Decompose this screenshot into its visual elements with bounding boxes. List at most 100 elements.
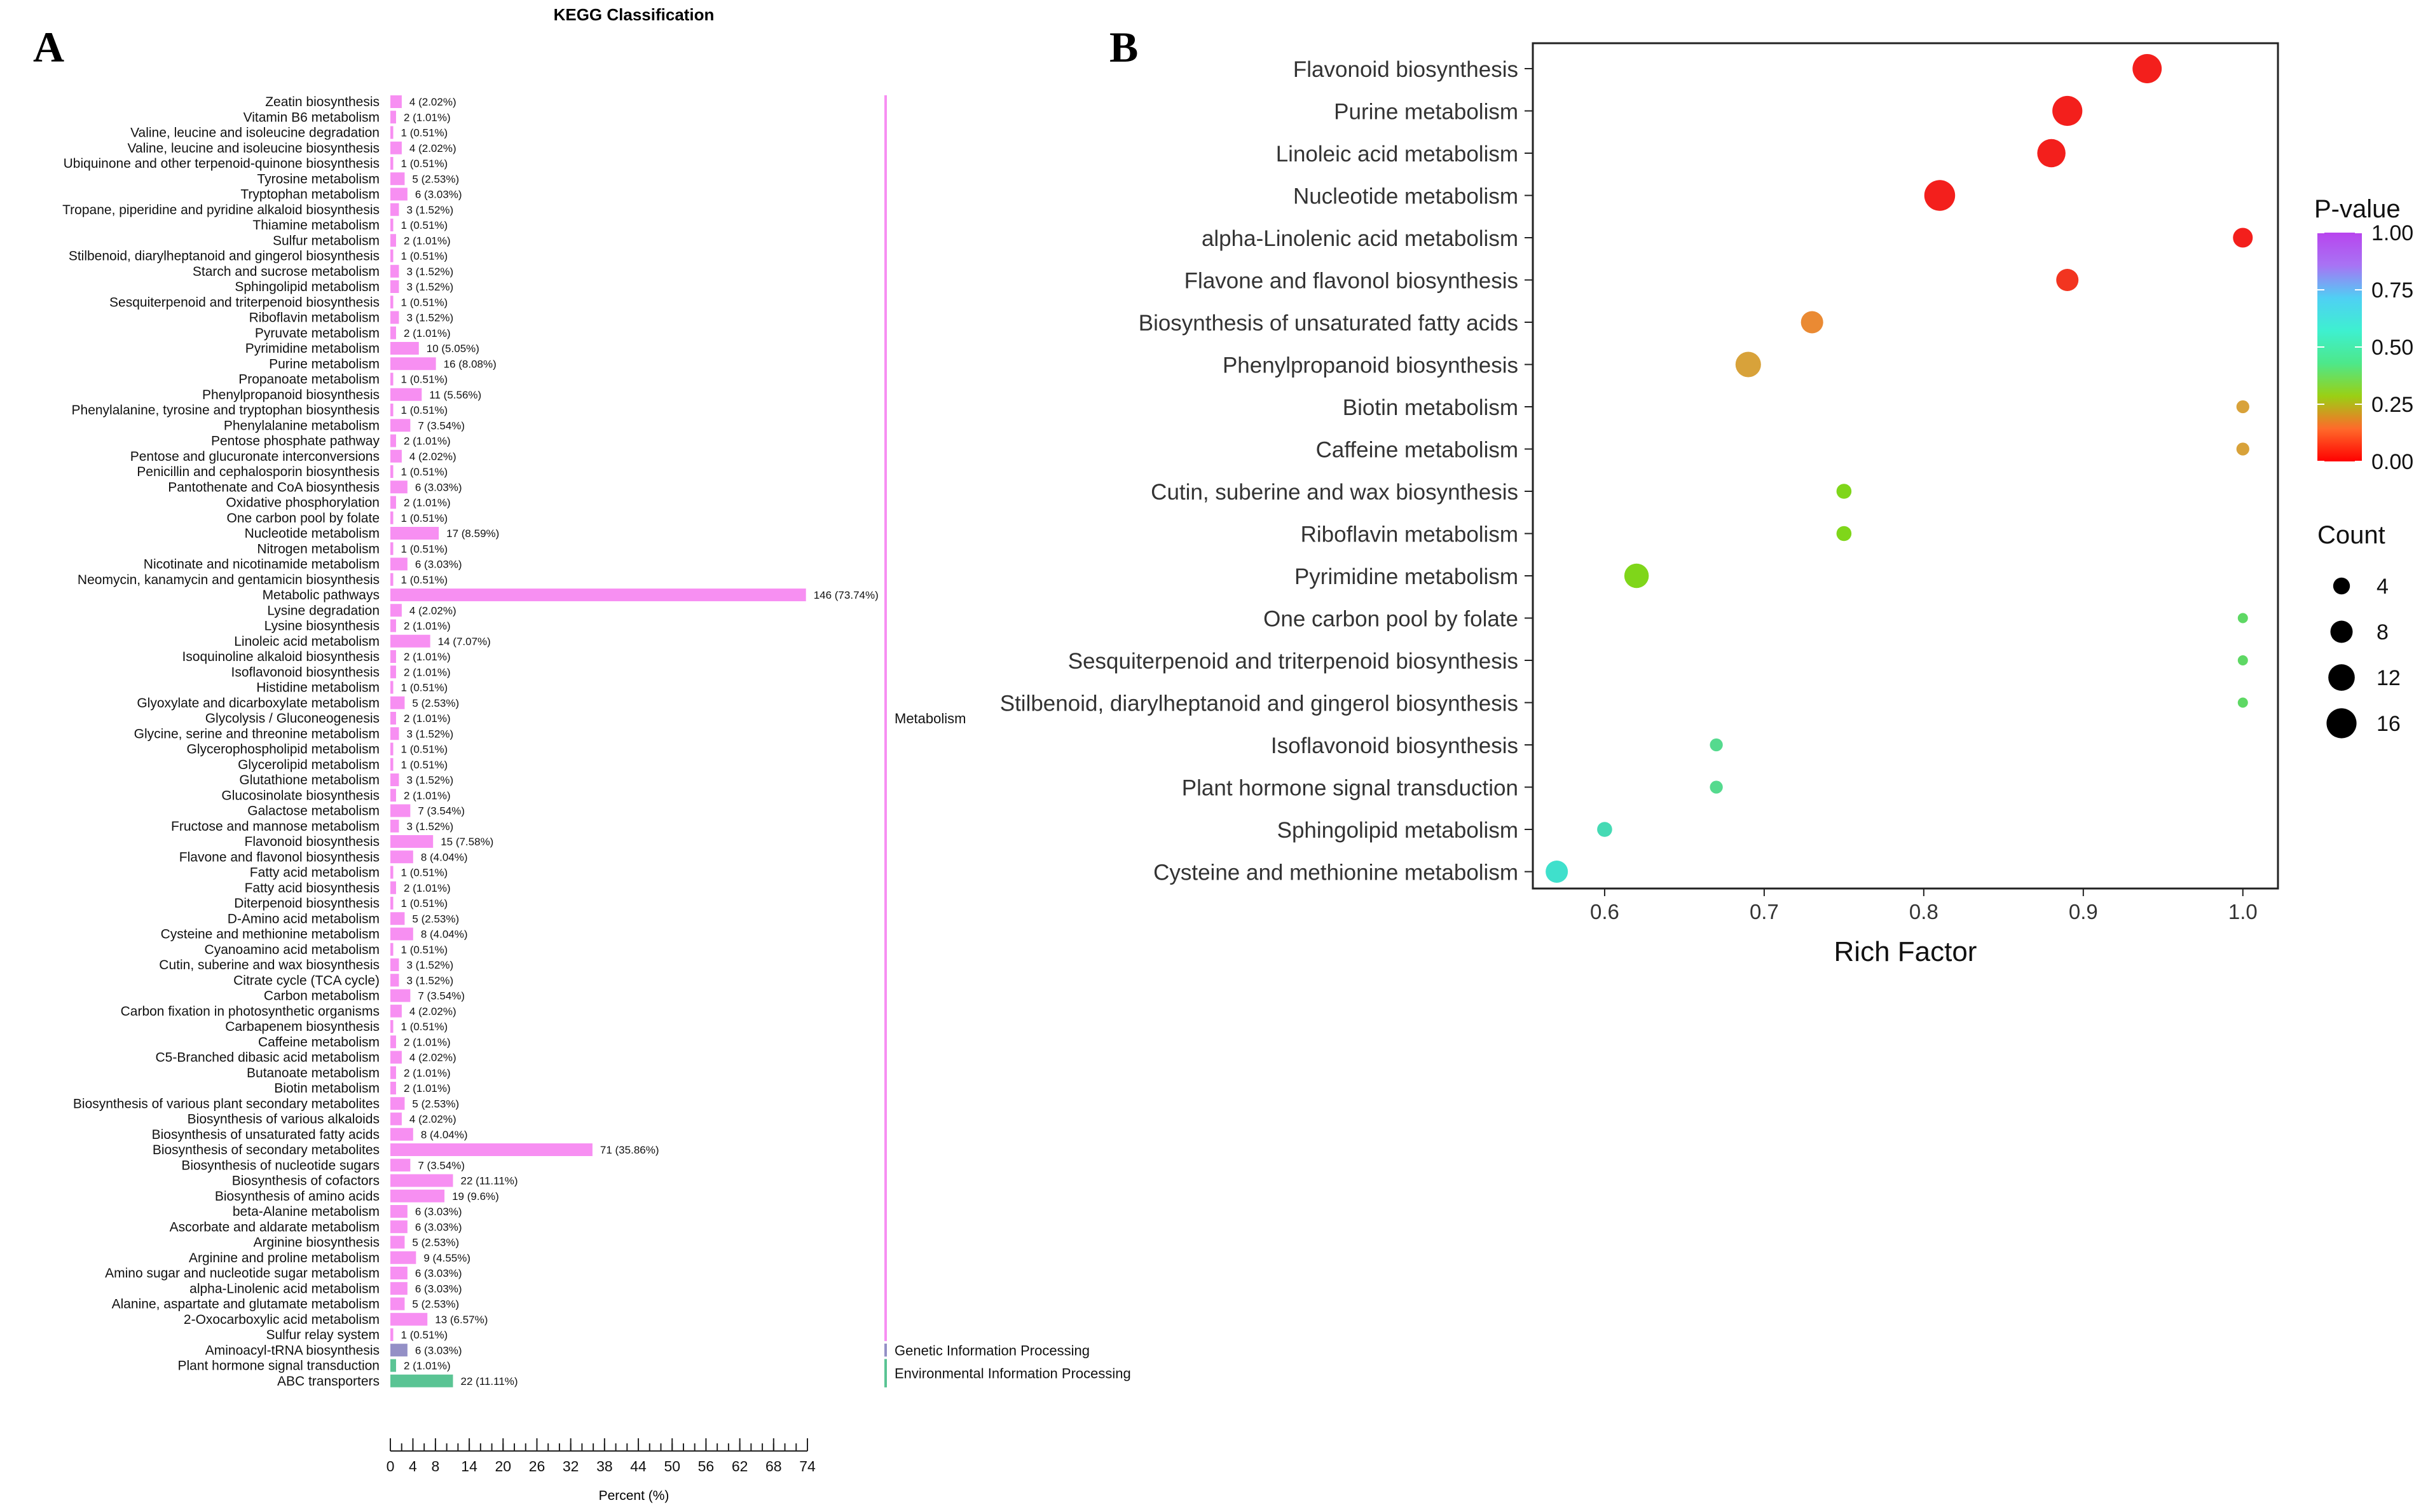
bar-value-label: 3 (1.52%) [406,728,453,740]
x-tick-label: 26 [529,1458,545,1475]
point [1800,311,1823,334]
bar-value-label: 5 (2.53%) [412,913,459,925]
point [1735,351,1761,378]
bar [390,1097,405,1110]
category-label: Linoleic acid metabolism [234,634,380,649]
bar [390,943,394,956]
bar [390,449,402,463]
count-legend-label: 4 [2377,575,2389,599]
bar [390,604,402,617]
bar [390,542,394,555]
y-tick-label: Cysteine and methionine metabolism [1153,861,1518,885]
bar-value-label: 3 (1.52%) [406,774,453,786]
plot-area [1532,42,2279,890]
category-label: Biosynthesis of cofactors [232,1174,380,1188]
point [1710,738,1723,752]
bar-value-label: 6 (3.03%) [415,1283,462,1295]
x-tick-label: 44 [630,1458,647,1475]
category-label: Biosynthesis of nucleotide sugars [181,1158,380,1173]
y-tick-label: Pyrimidine metabolism [1294,564,1518,589]
bar [390,342,419,355]
p-value-legend: P-value 0.00 0.25 0.50 0.75 1.00 [2314,195,2413,474]
x-tick-label: 0.7 [1750,900,1779,923]
bar [390,1066,396,1079]
point [2237,613,2248,623]
bar-value-label: 3 (1.52%) [406,266,453,278]
bar-value-label: 5 (2.53%) [412,1237,459,1249]
category-label: Lysine degradation [267,603,380,618]
x-tick-label: 74 [799,1458,816,1475]
bar [390,897,394,909]
point [1836,526,1852,541]
category-label: Nicotinate and nicotinamide metabolism [144,557,380,572]
group-label: Environmental Information Processing [895,1366,1131,1382]
count-legend-dot [2326,708,2357,739]
bar [390,881,396,894]
bar-value-label: 2 (1.01%) [404,712,451,725]
y-tick-label: Sphingolipid metabolism [1277,818,1518,843]
bar-value-label: 6 (3.03%) [415,1221,462,1233]
point [1597,822,1612,837]
category-label: Biosynthesis of various plant secondary … [73,1096,380,1111]
category-label: Diterpenoid biosynthesis [234,896,380,911]
category-label: Citrate cycle (TCA cycle) [233,973,380,988]
category-label: Biosynthesis of secondary metabolites [153,1143,380,1157]
category-label: ABC transporters [277,1374,380,1389]
bar-value-label: 8 (4.04%) [421,851,468,863]
category-label: Fatty acid metabolism [250,866,380,880]
bar [390,773,399,786]
category-label: alpha-Linolenic acid metabolism [189,1281,380,1296]
bar [390,1236,405,1249]
category-label: Alanine, aspartate and glutamate metabol… [112,1297,380,1312]
x-tick-label: 38 [596,1458,613,1475]
bar-value-label: 2 (1.01%) [404,1360,451,1372]
category-label: Fatty acid biosynthesis [245,881,380,896]
bar [390,1189,445,1202]
colorbar-tick-label: 0.25 [2371,393,2413,417]
bar-value-label: 3 (1.52%) [406,974,453,986]
bar-value-label: 16 (8.08%) [444,358,497,370]
bar [390,187,408,201]
bar-value-label: 71 (35.86%) [600,1144,659,1156]
point [1710,780,1723,794]
bar [390,1297,405,1311]
category-label: Plant hormone signal transduction [177,1359,380,1373]
point [2236,400,2249,414]
bar [390,1004,402,1018]
count-legend-label: 12 [2377,666,2401,690]
bar-value-label: 5 (2.53%) [412,1298,459,1311]
bar [390,1143,593,1156]
bar-value-label: 8 (4.04%) [421,929,468,941]
bar [390,681,394,694]
bar-value-label: 3 (1.52%) [406,204,453,216]
bar [390,958,399,971]
y-tick-label: Biotin metabolism [1343,395,1518,420]
x-axis-title: Rich Factor [1834,936,1977,967]
bar-value-label: 2 (1.01%) [404,789,451,801]
y-tick-label: alpha-Linolenic acid metabolism [1202,226,1518,251]
y-tick-label: Caffeine metabolism [1316,438,1518,463]
category-label: Sesquiterpenoid and triterpenoid biosynt… [109,295,380,310]
category-label: Penicillin and cephalosporin biosynthesi… [137,465,380,479]
category-label: beta-Alanine metabolism [233,1204,380,1219]
point [2237,655,2248,665]
category-label: Pantothenate and CoA biosynthesis [168,480,380,494]
category-label: Purine metabolism [269,357,380,371]
bar-value-label: 15 (7.58%) [441,836,493,848]
bar-value-label: 1 (0.51%) [401,944,448,956]
category-label: Tryptophan metabolism [240,187,380,202]
point [2233,228,2253,248]
bar-value-label: 5 (2.53%) [412,173,459,185]
x-tick-label: 0.6 [1590,900,1619,923]
bar [390,419,411,432]
bar-value-label: 2 (1.01%) [404,666,451,678]
bar-value-label: 4 (2.02%) [409,1114,456,1126]
bar-value-label: 4 (2.02%) [409,142,456,154]
bar-value-label: 7 (3.54%) [418,805,465,817]
bar [390,789,396,802]
bar-value-label: 1 (0.51%) [401,543,448,555]
point [2132,54,2162,83]
bar [390,141,402,154]
category-label: Lysine biosynthesis [264,619,380,634]
bar-value-label: 22 (11.11%) [460,1375,518,1387]
